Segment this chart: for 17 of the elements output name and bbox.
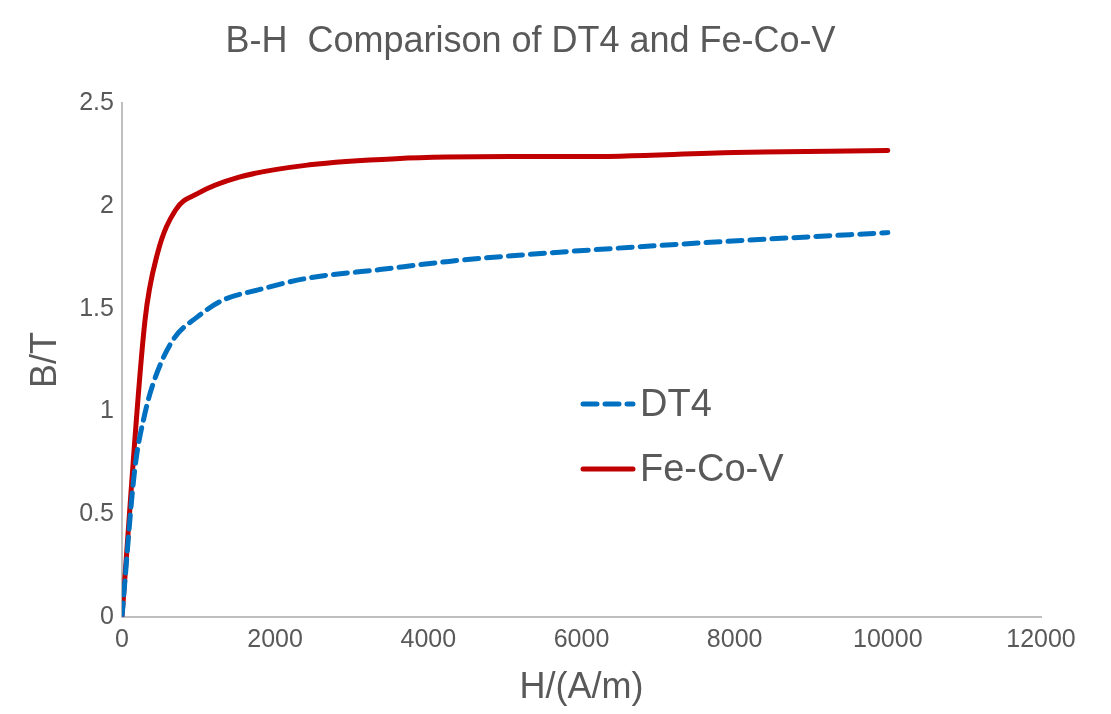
y-tick-label: 1 — [100, 395, 114, 424]
legend-label: DT4 — [640, 382, 712, 425]
x-tick-label: 10000 — [853, 623, 923, 652]
x-axis-title: H/(A/m) — [519, 665, 644, 707]
y-tick-label: 2.5 — [79, 87, 114, 116]
x-tick-label: 6000 — [553, 623, 610, 652]
legend-label: Fe-Co-V — [640, 447, 784, 490]
y-tick-label: 0.5 — [79, 497, 114, 526]
y-tick-label: 0 — [100, 600, 114, 629]
y-tick-label: 1.5 — [79, 292, 114, 321]
x-tick-label: 4000 — [400, 623, 457, 652]
x-tick-label: 8000 — [706, 623, 763, 652]
y-tick-label: 2 — [100, 189, 114, 218]
x-tick-label: 2000 — [247, 623, 303, 652]
x-tick-label: 12000 — [1006, 623, 1076, 652]
chart-title: B-H Comparison of DT4 and Fe-Co-V — [225, 18, 836, 60]
y-axis-title: B/T — [22, 331, 64, 389]
